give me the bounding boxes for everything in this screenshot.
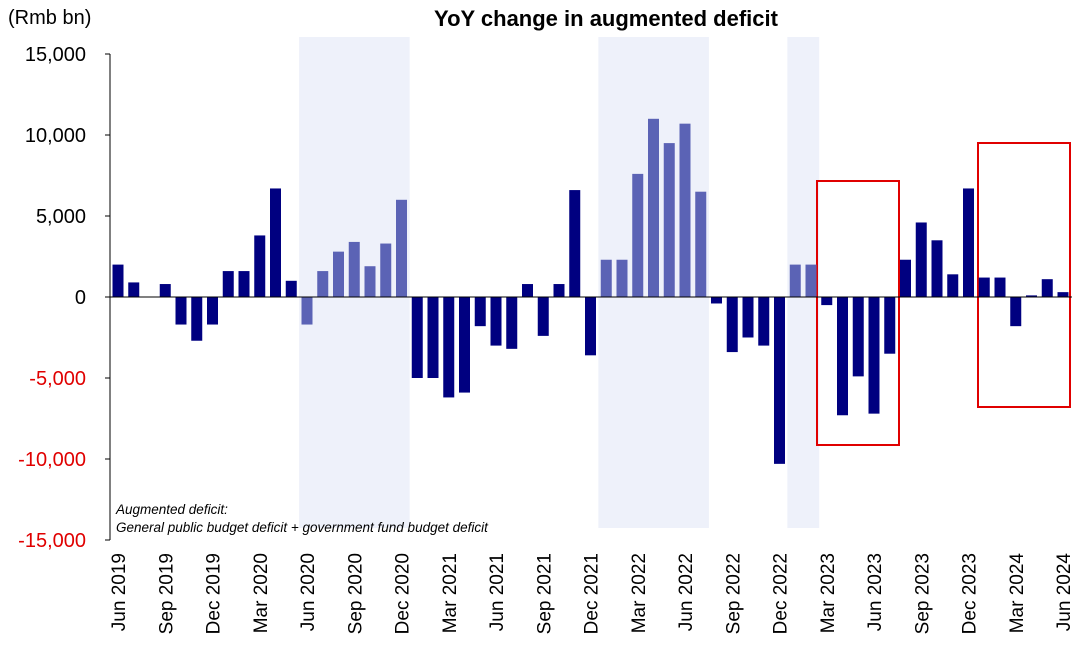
bar (616, 259, 628, 297)
bar (443, 297, 455, 398)
bar (191, 297, 203, 341)
y-tick-label: -5,000 (29, 368, 86, 390)
x-tick-label: Sep 2020 (345, 553, 366, 634)
chart-title: YoY change in augmented deficit (434, 6, 779, 31)
bar (837, 297, 848, 416)
bar (207, 297, 218, 325)
bar (632, 173, 644, 297)
bar (317, 271, 329, 297)
x-tick-label: Mar 2022 (629, 553, 650, 633)
x-tick-label: Mar 2024 (1007, 553, 1028, 634)
bar (994, 277, 1006, 297)
bar (112, 264, 124, 297)
shaded-bands (299, 37, 820, 528)
bar (868, 297, 880, 414)
shaded-band (299, 37, 316, 528)
x-tick-label: Jun 2020 (298, 553, 319, 631)
x-tick-label: Jun 2024 (1054, 553, 1075, 632)
bar (159, 284, 171, 297)
x-tick-label: Dec 2020 (393, 553, 414, 634)
bar (774, 297, 785, 464)
y-tick-label: -10,000 (18, 449, 86, 471)
bar (852, 297, 864, 377)
bar (1026, 295, 1037, 297)
bar (884, 297, 896, 354)
y-tick-label: 10,000 (25, 125, 86, 147)
x-tick-label: Mar 2020 (251, 553, 272, 633)
x-tick-label: Sep 2021 (534, 553, 555, 634)
bar (915, 222, 927, 297)
bar (663, 143, 675, 297)
highlight-box (977, 142, 1071, 408)
bar (411, 297, 423, 378)
bar (947, 274, 959, 297)
bar (711, 297, 722, 304)
bar (821, 297, 833, 306)
annotation: Augmented deficit: (115, 502, 228, 517)
bar (679, 123, 691, 297)
bar (1057, 292, 1069, 297)
bar (931, 240, 943, 297)
bar (333, 251, 344, 297)
bar (726, 297, 738, 353)
bar (175, 297, 187, 325)
y-tick-label: -15,000 (18, 530, 86, 552)
bar (569, 190, 581, 297)
x-tick-label: Dec 2021 (582, 553, 603, 634)
y-axis-label: (Rmb bn) (8, 7, 91, 29)
bar (600, 259, 612, 297)
bar (1041, 279, 1053, 297)
y-tick-label: 15,000 (25, 44, 86, 66)
bar (301, 297, 313, 325)
y-tick-label: 5,000 (36, 206, 86, 228)
bar (254, 235, 266, 297)
bar (1010, 297, 1022, 327)
bar (742, 297, 754, 338)
bar (522, 284, 533, 297)
bar (900, 259, 911, 297)
x-tick-label: Dec 2022 (771, 553, 792, 634)
x-tick-label: Sep 2019 (156, 553, 177, 634)
bar (238, 271, 250, 297)
x-tick-label: Sep 2023 (912, 553, 933, 634)
bar (553, 284, 565, 297)
bar (978, 277, 990, 297)
bar (459, 297, 470, 393)
bar (222, 271, 234, 297)
highlight-box (816, 180, 900, 446)
x-tick-label: Jun 2023 (865, 553, 886, 631)
x-tick-label: Jun 2019 (109, 553, 130, 631)
x-tick-label: Mar 2023 (818, 553, 839, 633)
bar (490, 297, 502, 346)
bar (506, 297, 518, 349)
bar (380, 243, 392, 297)
x-tick-label: Dec 2019 (204, 553, 225, 634)
bar (805, 264, 817, 297)
bar (963, 188, 974, 297)
bar (758, 297, 770, 346)
bar (348, 241, 360, 297)
bar (789, 264, 801, 297)
bar (285, 280, 297, 297)
bar (396, 199, 407, 297)
bar (537, 297, 549, 336)
bar (648, 118, 659, 297)
x-tick-label: Jun 2021 (487, 553, 508, 631)
x-tick-label: Sep 2022 (723, 553, 744, 634)
bar (128, 282, 140, 297)
y-tick-label: 0 (75, 287, 86, 309)
bar (695, 191, 707, 297)
x-tick-label: Dec 2023 (960, 553, 981, 634)
bar (427, 297, 439, 378)
bar (474, 297, 486, 327)
bar (585, 297, 596, 356)
annotation: General public budget deficit + governme… (116, 520, 489, 535)
bar (364, 266, 376, 297)
bar (270, 188, 281, 297)
x-tick-label: Jun 2022 (676, 553, 697, 631)
x-tick-label: Mar 2021 (440, 553, 461, 633)
